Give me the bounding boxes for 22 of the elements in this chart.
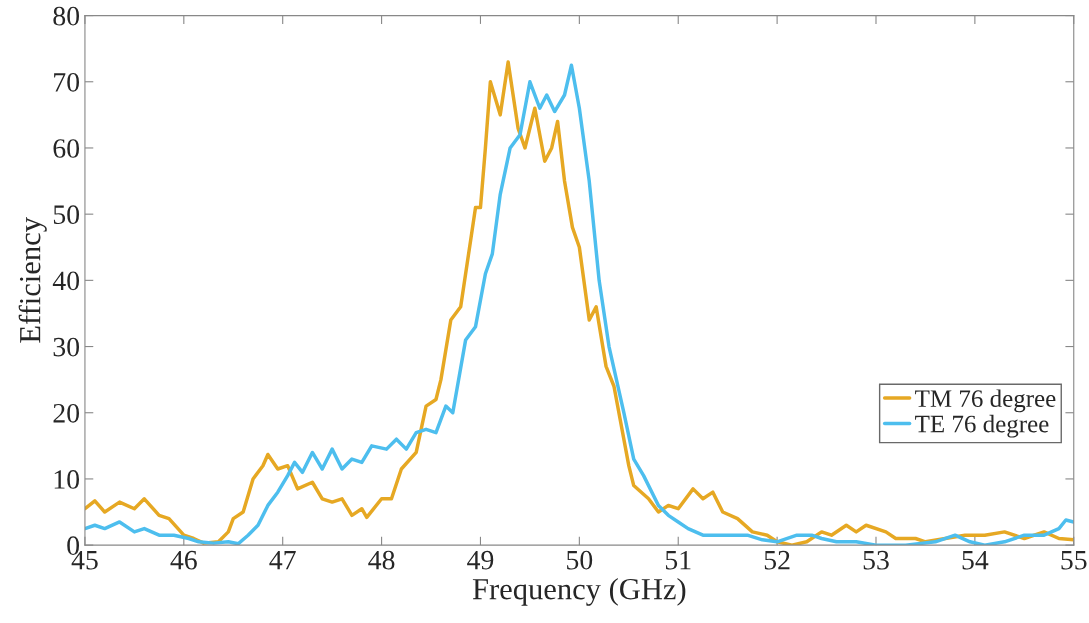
x-tick-label: 54 bbox=[962, 550, 989, 570]
x-tick-label: 52 bbox=[764, 550, 790, 570]
x-tick-label: 55 bbox=[1061, 551, 1087, 570]
y-tick-label: 20 bbox=[53, 403, 80, 423]
legend-label: TE 76 degree bbox=[915, 414, 1049, 438]
y-axis-title: Efficiency bbox=[18, 217, 47, 343]
x-tick-label: 51 bbox=[665, 550, 691, 570]
y-tick-label: 30 bbox=[53, 337, 80, 357]
y-tick-label: 60 bbox=[53, 139, 80, 158]
y-tick-label: 10 bbox=[54, 470, 80, 489]
x-tick-label: 49 bbox=[467, 550, 494, 570]
y-tick-label: 40 bbox=[52, 271, 80, 291]
legend-label: TM 76 degree bbox=[915, 389, 1056, 413]
x-tick-label: 48 bbox=[368, 550, 395, 570]
y-tick-label: 70 bbox=[54, 72, 80, 92]
x-tick-label: 50 bbox=[567, 550, 593, 570]
y-tick-label: 50 bbox=[53, 205, 80, 225]
x-axis-title: Frequency (GHz) bbox=[472, 577, 686, 606]
x-tick-label: 47 bbox=[269, 550, 296, 570]
x-tick-label: 46 bbox=[170, 550, 197, 570]
y-tick-label: 80 bbox=[53, 6, 80, 26]
x-tick-label: 53 bbox=[863, 550, 889, 570]
